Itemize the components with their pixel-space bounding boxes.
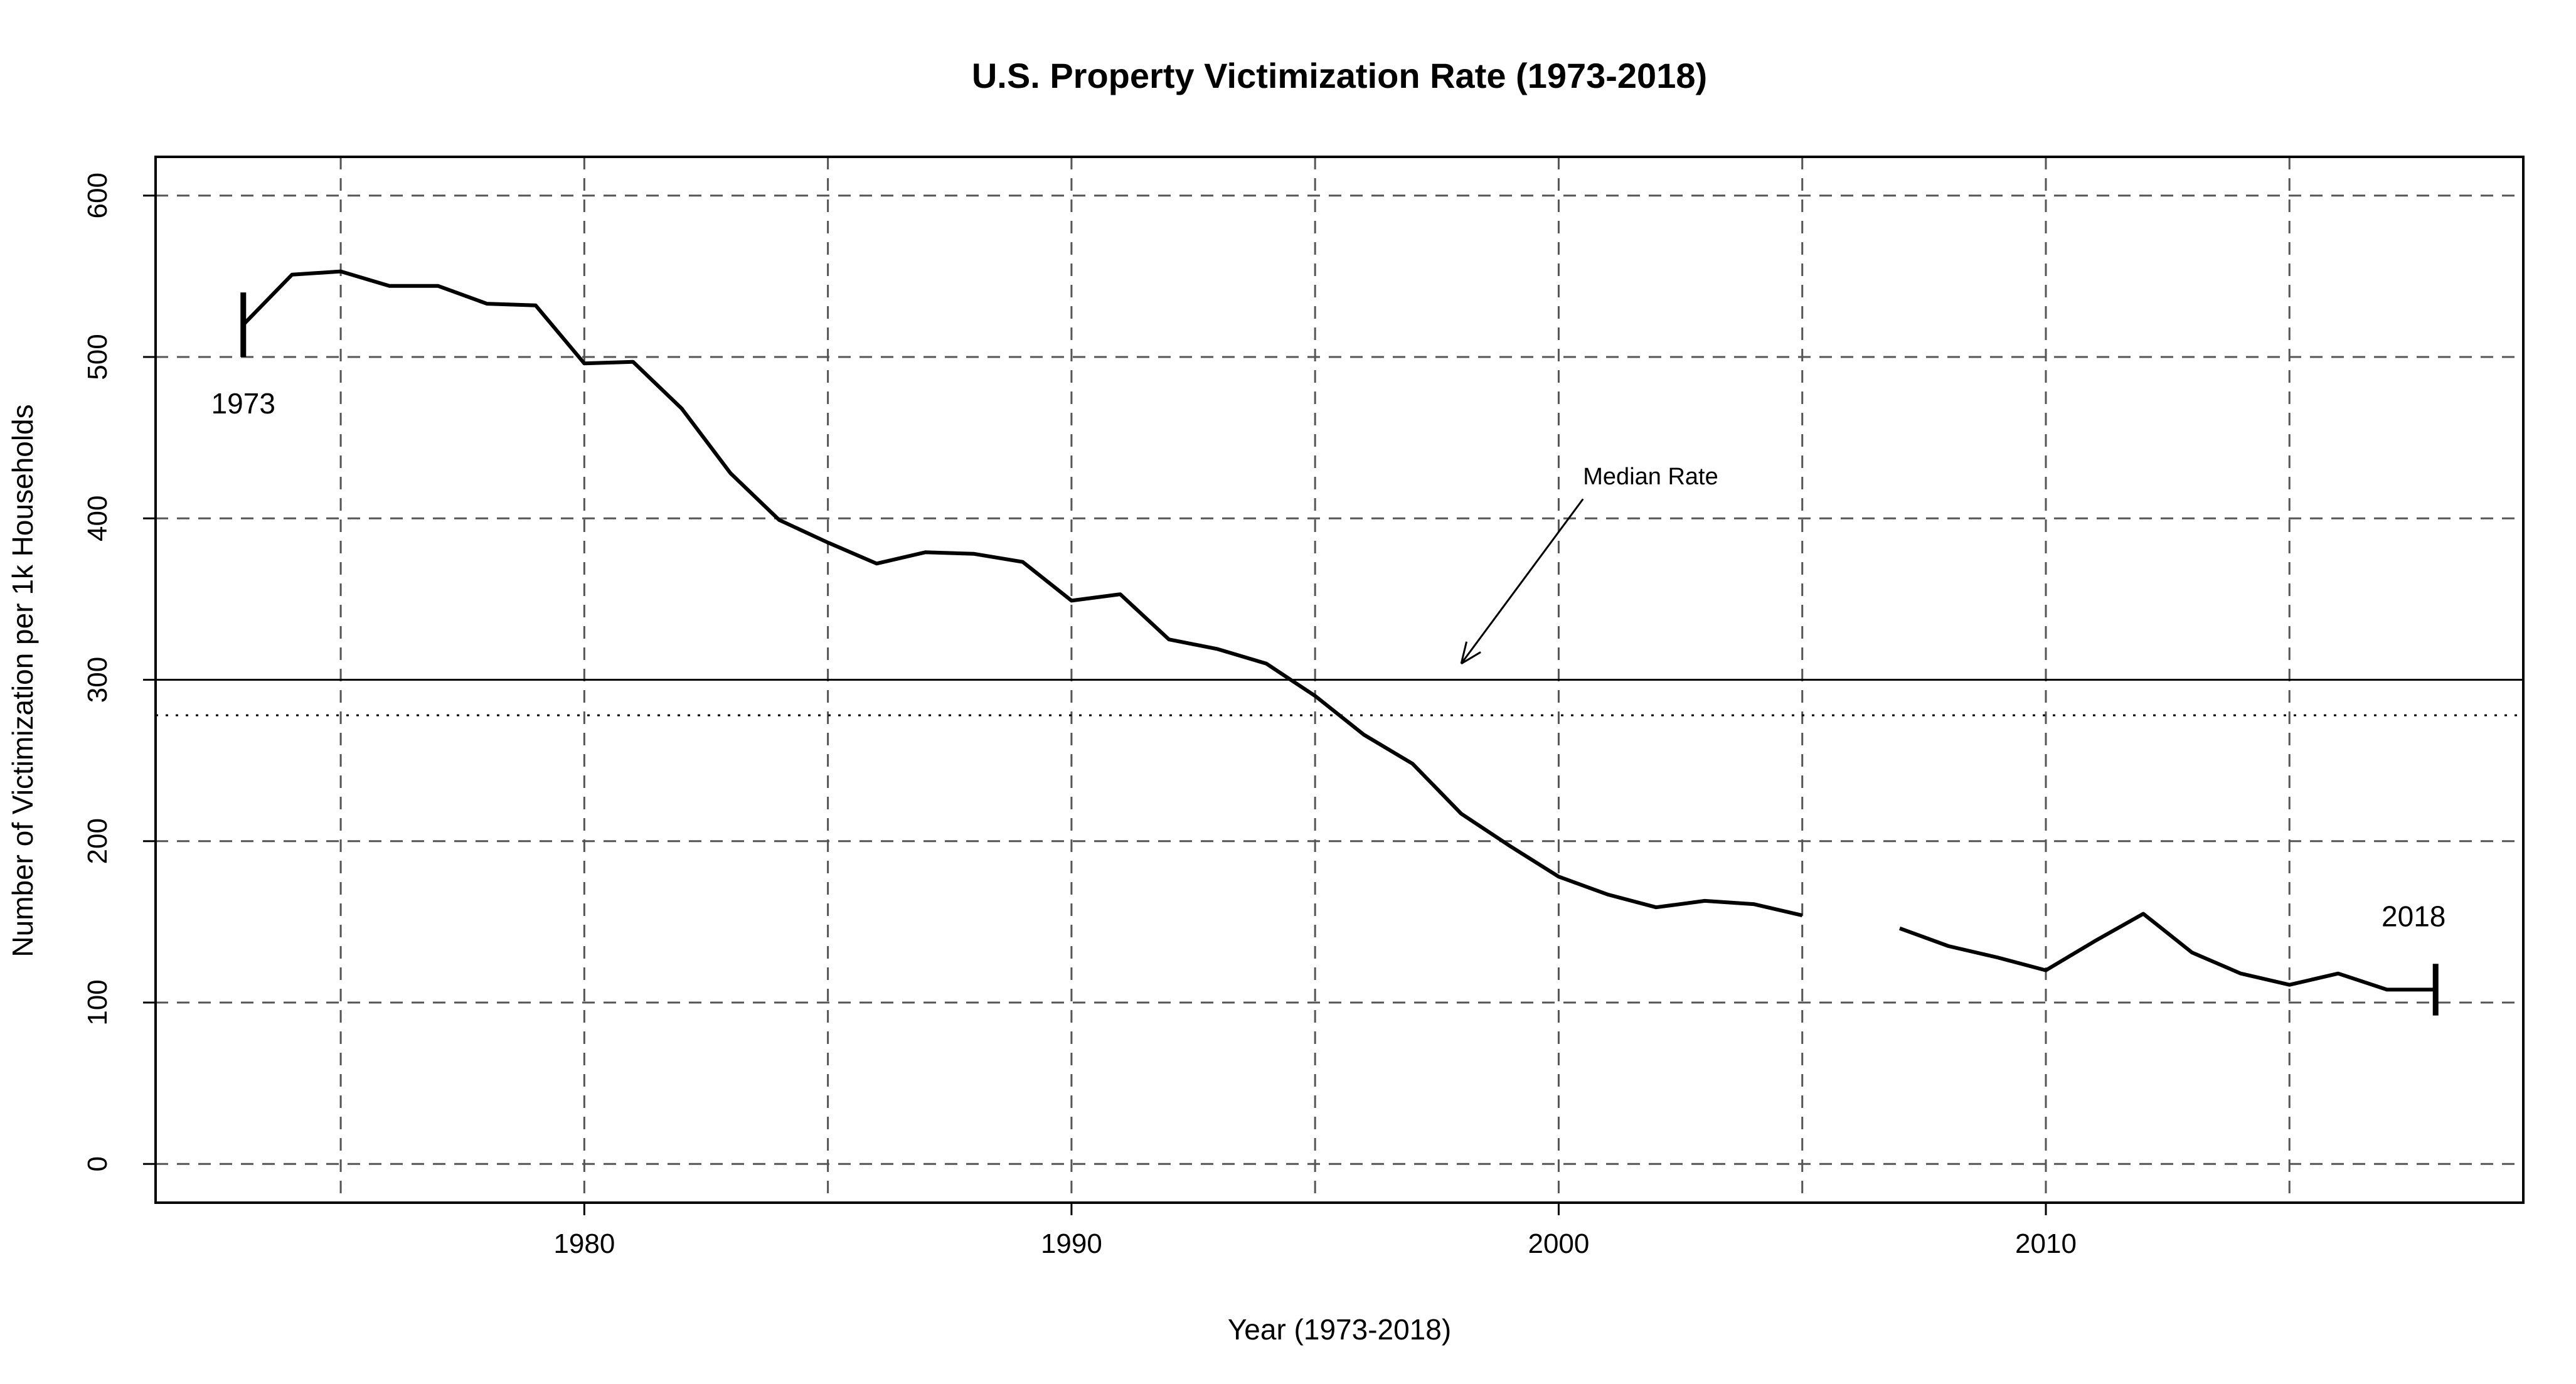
x-tick-label: 2000 — [1528, 1228, 1589, 1259]
series-line — [1898, 912, 2436, 992]
y-axis-label: Number of Victimization per 1k Household… — [6, 404, 39, 957]
endpoint-label: 1973 — [211, 387, 275, 420]
y-tick-label: 300 — [82, 657, 113, 703]
annotation-arrowhead — [1460, 641, 1468, 664]
y-tick-label: 100 — [82, 979, 113, 1025]
x-tick-label: 1980 — [553, 1228, 615, 1259]
x-axis-label: Year (1973-2018) — [1228, 1313, 1451, 1346]
y-tick-label: 200 — [82, 818, 113, 864]
series-line — [242, 269, 1803, 918]
annotation-label: Median Rate — [1583, 464, 1718, 490]
endpoint-label: 2018 — [2382, 900, 2446, 932]
x-tick-label: 1990 — [1041, 1228, 1102, 1259]
chart-title: U.S. Property Victimization Rate (1973-2… — [972, 56, 1707, 95]
annotation-arrow — [1460, 498, 1584, 664]
y-tick-label: 400 — [82, 496, 113, 541]
y-tick-label: 600 — [82, 173, 113, 218]
plot-frame — [154, 156, 2525, 1204]
y-tick-label: 0 — [82, 1156, 113, 1171]
annotation-arrowhead — [1461, 651, 1481, 665]
y-tick-label: 500 — [82, 334, 113, 380]
x-tick-label: 2010 — [2015, 1228, 2077, 1259]
